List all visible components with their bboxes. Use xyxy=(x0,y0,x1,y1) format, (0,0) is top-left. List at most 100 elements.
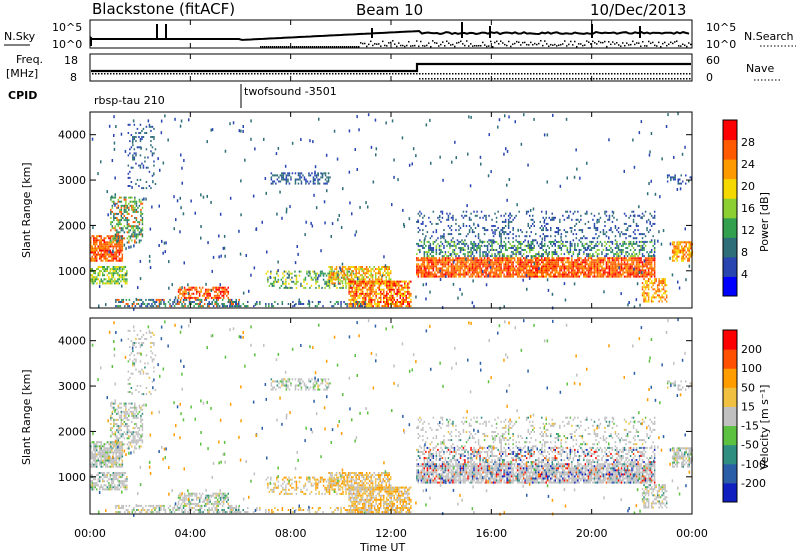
nave-point xyxy=(626,78,628,80)
nsearch-point xyxy=(672,42,674,45)
power-cell xyxy=(476,273,478,276)
nave-point xyxy=(680,78,682,80)
power-cell xyxy=(646,284,648,287)
power-cell xyxy=(649,267,651,270)
power-cell xyxy=(471,263,474,266)
power-cell xyxy=(541,271,543,274)
power-cell xyxy=(103,241,105,244)
power-cell xyxy=(547,257,549,260)
power-cell xyxy=(215,298,218,301)
power-cell xyxy=(138,204,141,207)
power-cell xyxy=(492,263,495,266)
power-cell xyxy=(338,274,341,277)
power-cell xyxy=(491,263,493,266)
power-cell xyxy=(381,268,383,271)
power-cell xyxy=(111,243,113,246)
power-cell xyxy=(510,269,513,272)
power-cell xyxy=(522,261,525,264)
power-cell xyxy=(184,298,186,301)
power-cell xyxy=(557,271,560,274)
power-cell xyxy=(583,259,585,262)
nave-point xyxy=(476,78,478,80)
power-cell xyxy=(315,286,317,289)
power-cell xyxy=(602,249,605,251)
power-cell xyxy=(281,301,284,303)
power-cell xyxy=(626,263,629,266)
power-cell xyxy=(509,257,511,260)
nsearch-point xyxy=(520,44,522,46)
power-cell xyxy=(90,251,92,254)
power-cell xyxy=(396,280,398,283)
power-cell xyxy=(533,275,535,278)
power-cell xyxy=(133,156,136,159)
power-cell xyxy=(507,218,510,221)
power-cell xyxy=(432,251,435,254)
power-cell xyxy=(550,235,552,238)
power-cell xyxy=(599,265,602,268)
power-cell xyxy=(590,257,593,260)
power-cell xyxy=(492,261,495,264)
power-cell xyxy=(386,301,388,303)
power-cell xyxy=(593,244,596,247)
power-cell xyxy=(134,231,136,234)
power-cell xyxy=(305,180,307,183)
power-cell xyxy=(545,267,547,270)
power-cell xyxy=(509,271,511,274)
nave-point xyxy=(455,73,457,75)
power-cell xyxy=(386,286,388,289)
power-cell xyxy=(304,286,307,289)
power-cell xyxy=(141,235,144,238)
power-cell xyxy=(581,261,584,264)
power-cell xyxy=(574,247,576,249)
power-cell xyxy=(459,251,462,254)
power-cell xyxy=(507,257,510,260)
power-cell xyxy=(137,229,139,232)
power-cell xyxy=(589,257,591,260)
power-cell xyxy=(535,275,537,278)
power-cell xyxy=(138,231,141,234)
power-cell xyxy=(140,303,143,305)
nave-point xyxy=(212,73,214,75)
nave-point xyxy=(311,73,313,75)
power-cell xyxy=(122,227,124,230)
power-cell xyxy=(538,244,540,247)
power-cell xyxy=(522,267,525,270)
power-cell xyxy=(119,301,122,303)
nsearch-point xyxy=(312,46,314,48)
power-cell xyxy=(504,259,507,262)
power-cell xyxy=(574,225,576,227)
power-cell xyxy=(408,292,411,295)
nave-point xyxy=(689,73,691,75)
power-cell xyxy=(126,212,129,215)
power-cell xyxy=(134,229,136,232)
power-cell xyxy=(571,255,573,258)
power-cell xyxy=(309,274,311,277)
power-cell xyxy=(364,292,367,295)
nave-point xyxy=(434,78,436,80)
power-cell xyxy=(616,269,618,272)
power-cell xyxy=(342,284,344,287)
power-cell xyxy=(459,257,462,260)
nsearch-point xyxy=(528,44,530,46)
power-cell xyxy=(285,174,288,177)
power-cell xyxy=(300,180,303,183)
power-cell xyxy=(357,301,359,303)
nsearch-point xyxy=(492,45,494,48)
power-cell xyxy=(453,251,456,254)
power-cell xyxy=(358,268,360,271)
power-cell xyxy=(545,227,547,229)
power-cell xyxy=(389,288,391,291)
power-cell xyxy=(109,243,112,246)
nave-point xyxy=(92,73,94,75)
power-cell xyxy=(476,214,478,217)
power-cell xyxy=(583,247,585,249)
power-cell xyxy=(91,247,93,250)
power-cell xyxy=(571,271,573,274)
power-cell xyxy=(506,273,508,276)
power-cell xyxy=(438,249,441,251)
power-cell xyxy=(468,265,471,268)
power-cell xyxy=(134,202,136,205)
power-cell xyxy=(641,265,644,268)
power-cell xyxy=(416,267,418,270)
power-cell xyxy=(138,221,141,224)
